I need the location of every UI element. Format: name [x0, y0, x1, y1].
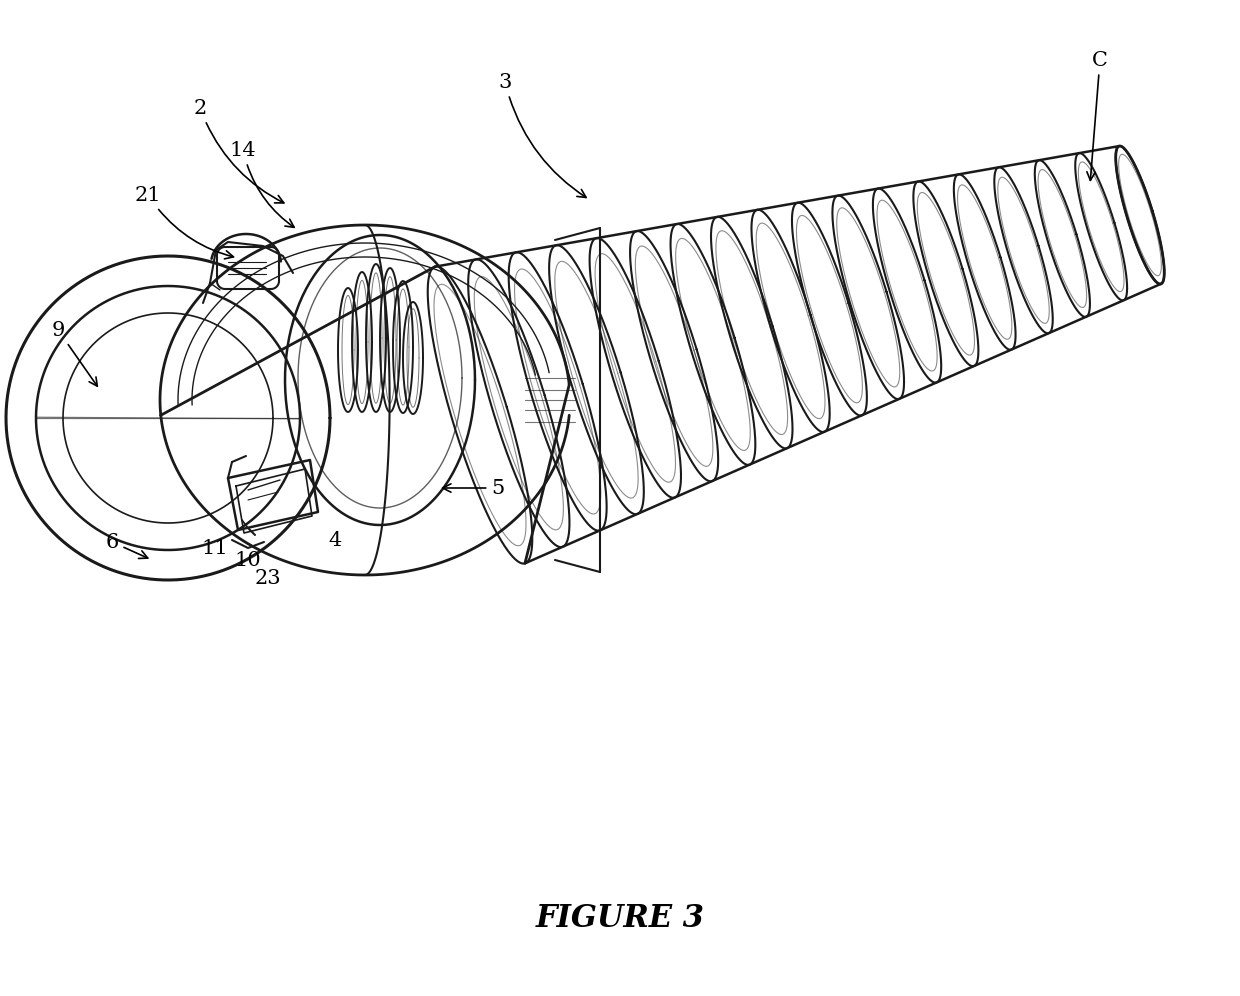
- Text: 2: 2: [193, 99, 284, 203]
- Text: 21: 21: [135, 185, 233, 259]
- Text: 6: 6: [105, 533, 148, 559]
- Text: C: C: [1087, 51, 1107, 180]
- Text: 14: 14: [229, 140, 294, 227]
- Text: 23: 23: [254, 569, 281, 588]
- Text: 5: 5: [443, 478, 505, 497]
- Text: 11: 11: [202, 539, 228, 558]
- Text: 3: 3: [498, 73, 587, 197]
- Text: 4: 4: [329, 531, 342, 550]
- Text: 10: 10: [234, 551, 262, 570]
- Text: FIGURE 3: FIGURE 3: [536, 902, 704, 933]
- Text: 9: 9: [51, 321, 97, 386]
